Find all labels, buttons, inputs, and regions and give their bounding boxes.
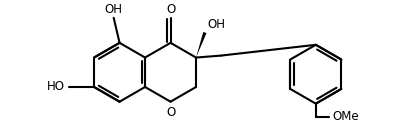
- Text: HO: HO: [47, 80, 65, 93]
- Text: O: O: [166, 106, 175, 119]
- Polygon shape: [196, 32, 206, 58]
- Text: OH: OH: [207, 18, 225, 31]
- Text: O: O: [166, 3, 175, 16]
- Text: OH: OH: [104, 3, 122, 16]
- Text: OMe: OMe: [331, 110, 358, 123]
